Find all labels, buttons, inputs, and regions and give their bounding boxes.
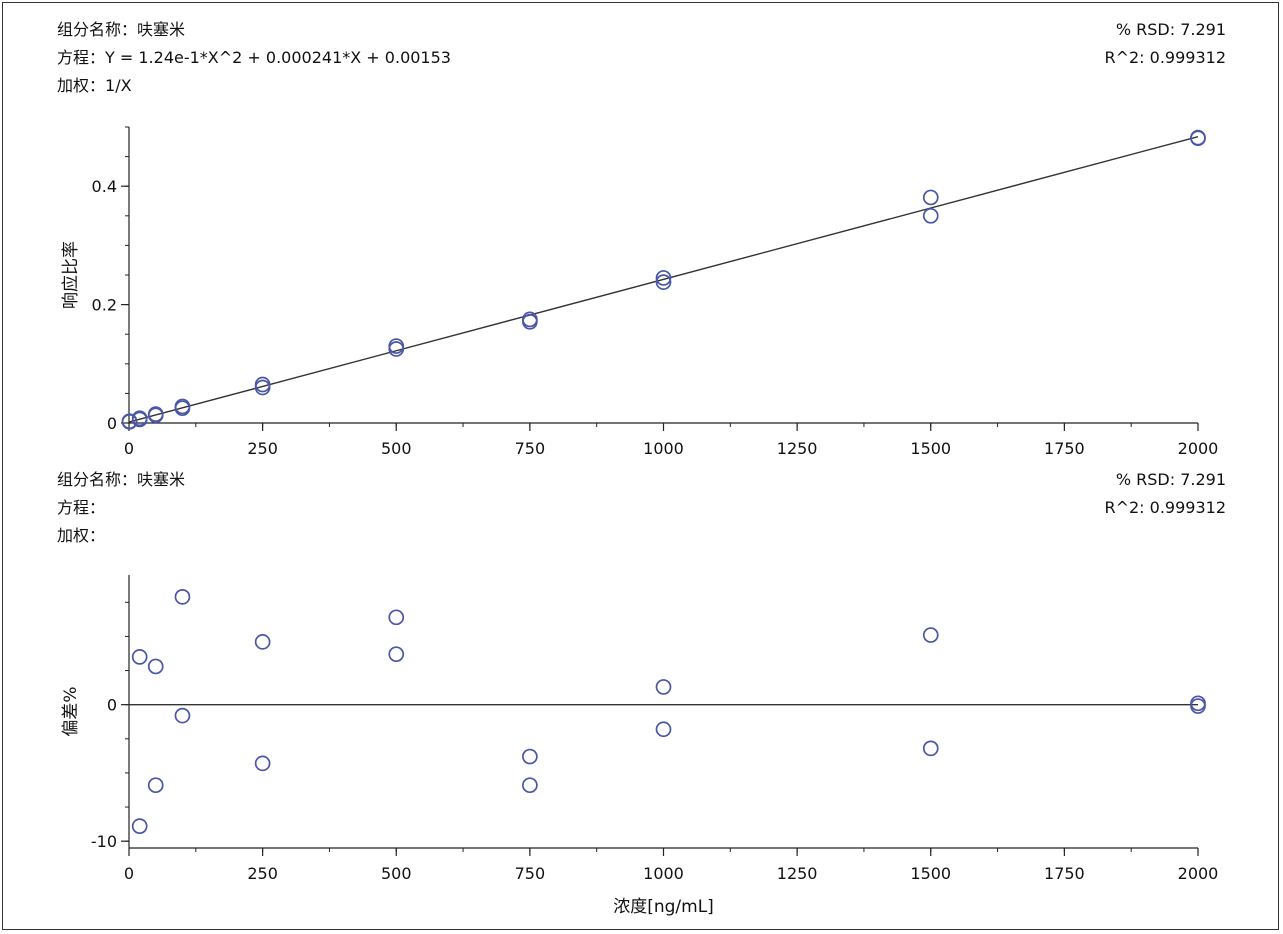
data-point [121,413,138,430]
lower-component-label: 组分名称： [57,470,138,489]
data-point [388,646,405,663]
x-tick-label: 2000 [1178,439,1219,458]
data-point [922,740,939,757]
data-point [522,311,538,328]
upper-component-value: 呋塞米 [137,20,186,39]
data-point [922,627,939,643]
x-tick-label: 1000 [643,864,684,883]
data-point [655,721,672,738]
upper-r2: R^2: 0.999312 [1104,48,1226,67]
data-point [1190,129,1206,146]
x-tick-label: 2000 [1178,864,1219,883]
upper-equation-label: 方程： [57,48,106,67]
upper-component-line: 组分名称：呋塞米 [57,20,185,40]
data-point [147,658,164,675]
data-point [922,189,939,206]
data-point [922,207,939,224]
x-tick-label: 250 [247,439,278,458]
x-tick-label: 500 [381,439,412,458]
x-tick-label: 250 [247,864,278,883]
x-tick-label: 1500 [910,439,951,458]
data-point [522,777,538,794]
x-tick-label: 750 [515,439,546,458]
y-axis-label: 响应比率 [61,241,81,309]
x-axis-label: 浓度[ng/mL] [613,897,714,917]
lower-weighting-line: 加权： [57,526,105,546]
x-tick-label: 1250 [777,864,818,883]
data-point [131,410,148,427]
y-tick-label: 0 [107,414,117,433]
y-tick-label: -10 [91,832,117,851]
x-tick-label: 1750 [1044,864,1085,883]
x-tick-label: 0 [124,439,134,458]
upper-weighting-value: 1/X [105,76,132,95]
lower-component-value: 呋塞米 [137,470,186,489]
upper-rsd: % RSD: 7.291 [1115,20,1226,39]
data-point [174,588,191,605]
upper-weighting-line: 加权：1/X [57,76,132,96]
data-point [655,274,672,290]
data-point [174,398,191,415]
x-tick-label: 1500 [910,864,951,883]
regression-line [128,135,1199,423]
y-tick-label: 0 [107,696,117,715]
lower-equation-line: 方程： [57,498,105,518]
data-point [1190,698,1206,714]
lower-rsd: % RSD: 7.291 [1115,470,1226,489]
data-point [522,748,538,765]
deviation-chart: -10 0 0 250 500 750 1000 1250 1500 1750 2000 偏差% 浓度[… [61,575,1218,917]
y-tick-label: 0.4 [92,177,117,196]
x-tick-label: 1000 [643,439,684,458]
lower-equation-label: 方程： [57,498,106,517]
upper-equation-value: Y = 1.24e-1*X^2 + 0.000241*X + 0.00153 [105,48,451,67]
lower-component-line: 组分名称：呋塞米 [57,470,185,490]
lower-weighting-label: 加权： [57,526,106,545]
upper-component-label: 组分名称： [57,20,138,39]
calibration-curve-chart: 0 0.2 0.4 0 250 500 750 1000 1250 1500 1750 2000 响应比… [61,126,1219,458]
x-tick-label: 500 [381,864,412,883]
data-point [174,707,191,724]
x-tick-label: 750 [515,864,546,883]
upper-equation-line: 方程：Y = 1.24e-1*X^2 + 0.000241*X + 0.0015… [57,48,451,68]
data-point [655,679,672,695]
data-point [254,634,271,650]
data-point [254,755,271,772]
x-tick-label: 1250 [777,439,818,458]
data-point [147,406,164,422]
data-point [388,609,405,626]
x-tick-label: 1750 [1044,439,1085,458]
data-point [131,649,148,665]
y-axis-label: 偏差% [61,686,81,736]
y-tick-label: 0.2 [92,296,117,315]
upper-weighting-label: 加权： [57,76,106,95]
data-point [254,376,271,393]
data-point [655,270,672,286]
x-tick-label: 0 [124,864,134,883]
data-point [388,338,405,354]
lower-r2: R^2: 0.999312 [1104,498,1226,517]
data-point [147,777,164,794]
data-point [131,818,148,835]
